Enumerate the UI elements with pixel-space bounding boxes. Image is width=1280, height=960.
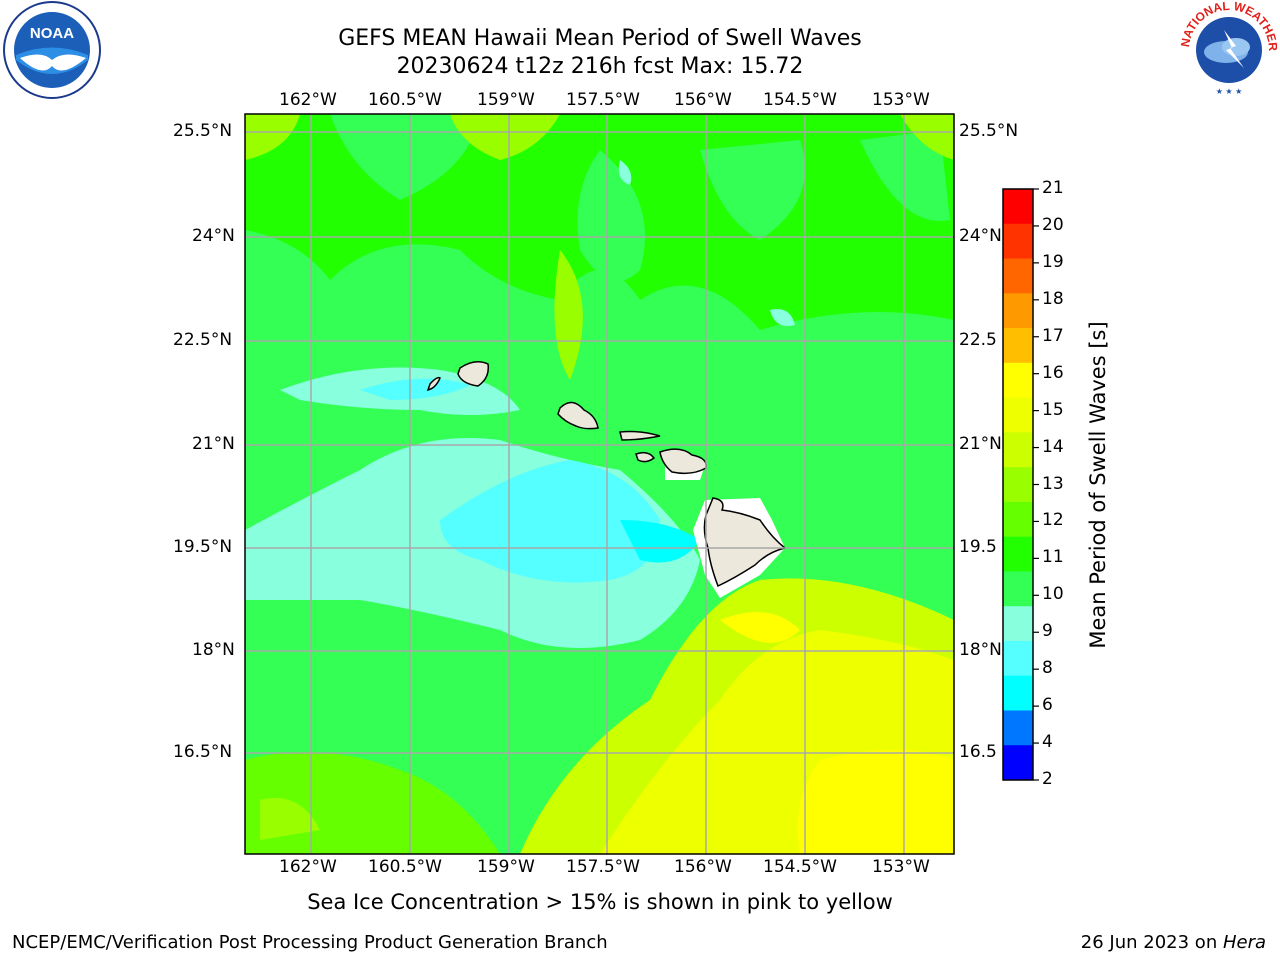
lon-label-bottom: 154.5°W: [763, 857, 837, 877]
sea-ice-note: Sea Ice Concentration > 15% is shown in …: [307, 890, 893, 914]
colorbar-segment: [1003, 362, 1033, 399]
colorbar-tick-label: 9: [1042, 621, 1053, 642]
colorbar-segment: [1003, 606, 1033, 642]
colorbar-tick-label: 6: [1042, 695, 1053, 716]
credit-host: Hera: [1222, 932, 1266, 953]
lon-label-bottom: 159°W: [477, 857, 535, 877]
lon-label-bottom: 162°W: [279, 857, 337, 877]
colorbar-tick-label: 11: [1042, 547, 1064, 568]
colorbar-segment: [1003, 571, 1033, 607]
colorbar-segment: [1003, 745, 1033, 781]
graticule: [245, 114, 954, 854]
lon-label-bottom: 160.5°W: [368, 857, 442, 877]
lat-label-right: 18°N: [959, 640, 1002, 660]
lon-label-bottom: 156°W: [674, 857, 732, 877]
lat-label-left: 21°N: [192, 434, 235, 454]
colorbar-segment: [1003, 432, 1033, 468]
colorbar-tick-label: 2: [1042, 769, 1053, 789]
lat-label-left: 16.5°N: [173, 742, 233, 762]
lon-label-top: 157.5°W: [566, 90, 640, 110]
noaa-logo: NOAA: [3, 1, 101, 99]
colorbar-tick-label: 21: [1042, 178, 1064, 198]
lat-label-left: 19.5°N: [173, 537, 233, 557]
lat-label-right: 19.5: [959, 537, 997, 557]
lon-label-top: 159°W: [477, 90, 535, 110]
colorbar-segment: [1003, 710, 1033, 746]
svg-text:★ ★ ★: ★ ★ ★: [1216, 87, 1243, 96]
colorbar-segment: [1003, 189, 1033, 225]
colorbar-segment: [1003, 397, 1033, 433]
lat-label-right: 22.5: [959, 330, 997, 350]
colorbar-tick-label: 8: [1042, 658, 1053, 679]
colorbar-segment: [1003, 467, 1033, 503]
lat-label-left: 24°N: [192, 226, 235, 246]
lon-label-top: 153°W: [872, 90, 930, 110]
colorbar: [1002, 188, 1039, 781]
colorbar-tick-label: 20: [1042, 214, 1064, 235]
colorbar-tick-label: 10: [1042, 584, 1064, 605]
colorbar-tick-label: 15: [1042, 399, 1064, 420]
nws-logo: NATIONAL WEATHER SERVICE ★ ★ ★: [1178, 0, 1280, 98]
colorbar-tick-label: 18: [1042, 288, 1064, 309]
colorbar-segment: [1003, 293, 1033, 329]
colorbar-segment: [1003, 501, 1033, 538]
colorbar-segment: [1003, 640, 1033, 677]
lon-label-top: 156°W: [674, 90, 732, 110]
colorbar-tick-label: 17: [1042, 325, 1064, 346]
colorbar-tick-label: 14: [1042, 436, 1064, 457]
lat-label-left: 22.5°N: [173, 330, 233, 350]
niihau-island: [426, 376, 441, 392]
lat-label-right: 16.5: [959, 742, 997, 762]
lon-label-top: 154.5°W: [763, 90, 837, 110]
noaa-logo-text: NOAA: [30, 25, 74, 42]
colorbar-segment: [1003, 536, 1033, 572]
chart-subtitle: 20230624 t12z 216h fcst Max: 15.72: [396, 54, 804, 79]
swell-period-field: [245, 114, 954, 854]
molokai-island: [619, 430, 661, 441]
oahu-island: [557, 401, 599, 430]
lon-label-bottom: 157.5°W: [566, 857, 640, 877]
lat-label-right: 21°N: [959, 434, 1002, 454]
colorbar-segment: [1003, 675, 1033, 711]
map-frame: [244, 113, 955, 855]
kauai-island: [457, 361, 490, 387]
colorbar-title: Mean Period of Swell Waves [s]: [1086, 321, 1110, 649]
lanai-island: [635, 451, 656, 463]
colorbar-segment: [1003, 223, 1033, 260]
colorbar-tick-label: 4: [1042, 732, 1053, 753]
chart-title: GEFS MEAN Hawaii Mean Period of Swell Wa…: [338, 26, 862, 51]
producer-credit: NCEP/EMC/Verification Post Processing Pr…: [12, 932, 608, 953]
date-host-credit: 26 Jun 2023 on Hera: [1081, 932, 1266, 953]
lat-label-left: 25.5°N: [173, 121, 233, 141]
colorbar-segment: [1003, 258, 1033, 294]
lon-label-top: 162°W: [279, 90, 337, 110]
colorbar-tick-label: 19: [1042, 251, 1064, 272]
lon-label-top: 160.5°W: [368, 90, 442, 110]
colorbar-tick-label: 13: [1042, 473, 1064, 494]
lat-label-left: 18°N: [192, 640, 235, 660]
colorbar-segment: [1003, 328, 1033, 364]
lon-label-bottom: 153°W: [872, 857, 930, 877]
credit-date: 26 Jun 2023 on: [1080, 932, 1223, 953]
lat-label-right: 24°N: [959, 226, 1002, 246]
colorbar-tick-label: 16: [1042, 362, 1064, 383]
colorbar-tick-label: 12: [1042, 510, 1064, 531]
lat-label-right: 25.5°N: [959, 121, 1019, 141]
